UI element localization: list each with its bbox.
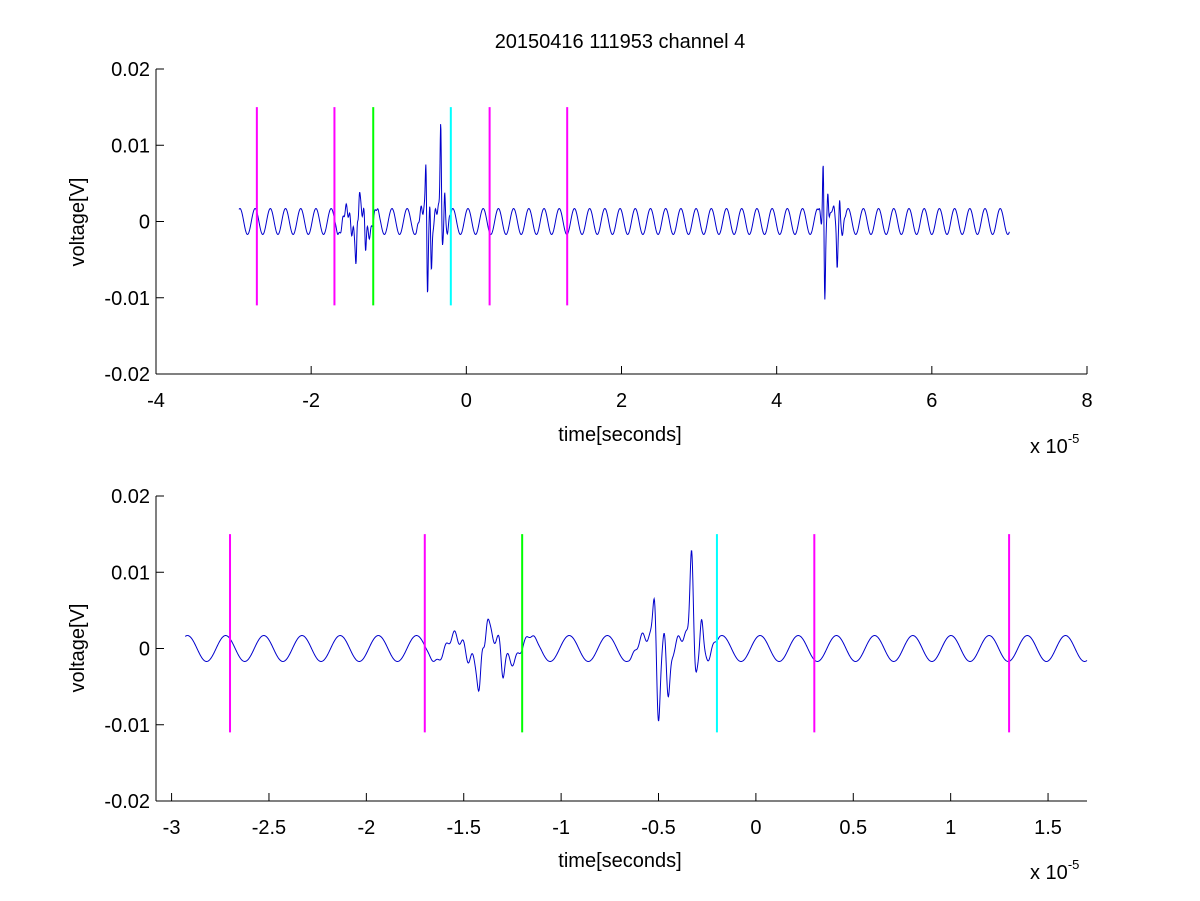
bottom-plot: -3 -2.5 -2 -1.5 -1 -0.5 0 0.5 1 1.5 -0.02 -0.01 0 0.0… — [67, 486, 1088, 884]
bottom-plot-x-tick-label: -2.5 — [252, 817, 286, 839]
bottom-plot-x-tick-label: 1 — [945, 817, 956, 839]
top-plot-x-tick-label: -2 — [302, 390, 320, 412]
top-plot-marks — [238, 107, 1010, 306]
top-plot-y-tick-label: -0.02 — [104, 364, 150, 386]
bottom-plot-marks — [184, 534, 1088, 733]
bottom-plot-y-tick-label: 0.02 — [111, 486, 150, 508]
bottom-plot-x-multiplier-exponent: -5 — [1068, 857, 1080, 872]
top-plot-y-tick-label: -0.01 — [104, 288, 150, 310]
bottom-plot-y-tick-label: 0 — [139, 639, 150, 661]
bottom-plot-x-tick-label: -0.5 — [641, 817, 675, 839]
top-plot-x-multiplier-exponent: -5 — [1068, 431, 1080, 446]
top-plot-axes-box — [156, 69, 1087, 374]
bottom-plot-x-multiplier-base: x 10 — [1030, 862, 1068, 884]
chart-title: 20150416 111953 channel 4 — [495, 31, 746, 53]
bottom-plot-x-tick-label: 0 — [750, 817, 761, 839]
top-plot-x-tick-label: 8 — [1081, 390, 1092, 412]
top-plot-ticks: -4 -2 0 2 4 6 8 -0.02 -0.01 0 0.01 0.02 — [104, 59, 1092, 412]
top-plot-x-multiplier-base: x 10 — [1030, 436, 1068, 458]
top-plot-x-axis-label: time[seconds] — [558, 424, 681, 446]
top-plot: -4 -2 0 2 4 6 8 -0.02 -0.01 0 0.01 0.02 time[second… — [67, 59, 1093, 458]
top-plot-x-tick-label: 4 — [771, 390, 782, 412]
bottom-plot-y-tick-label: 0.01 — [111, 562, 150, 584]
top-plot-x-multiplier: x 10-5 — [1030, 431, 1079, 458]
bottom-plot-x-tick-label: 1.5 — [1034, 817, 1062, 839]
bottom-plot-axes-box — [156, 496, 1087, 801]
bottom-plot-y-tick-label: -0.01 — [104, 715, 150, 737]
bottom-plot-x-multiplier: x 10-5 — [1030, 857, 1079, 884]
bottom-plot-x-axis-label: time[seconds] — [558, 850, 681, 872]
top-plot-y-tick-label: 0 — [139, 212, 150, 234]
top-plot-x-tick-label: 2 — [616, 390, 627, 412]
bottom-plot-x-tick-label: -1.5 — [447, 817, 481, 839]
top-plot-x-tick-label: 6 — [926, 390, 937, 412]
bottom-plot-x-tick-label: -2 — [357, 817, 375, 839]
top-plot-y-axis-label: voltage[V] — [67, 178, 89, 267]
bottom-plot-signal-line — [184, 550, 1088, 722]
top-plot-y-tick-label: 0.02 — [111, 59, 150, 81]
top-plot-signal-line — [238, 124, 1010, 300]
top-plot-x-tick-label: 0 — [461, 390, 472, 412]
bottom-plot-x-tick-label: 0.5 — [839, 817, 867, 839]
bottom-plot-y-axis-label: voltage[V] — [67, 604, 89, 693]
bottom-plot-ticks: -3 -2.5 -2 -1.5 -1 -0.5 0 0.5 1 1.5 -0.02 -0.01 0 0.0… — [104, 486, 1062, 839]
top-plot-x-tick-label: -4 — [147, 390, 165, 412]
top-plot-y-tick-label: 0.01 — [111, 135, 150, 157]
bottom-plot-x-tick-label: -1 — [552, 817, 570, 839]
bottom-plot-x-tick-label: -3 — [163, 817, 181, 839]
bottom-plot-y-tick-label: -0.02 — [104, 791, 150, 813]
